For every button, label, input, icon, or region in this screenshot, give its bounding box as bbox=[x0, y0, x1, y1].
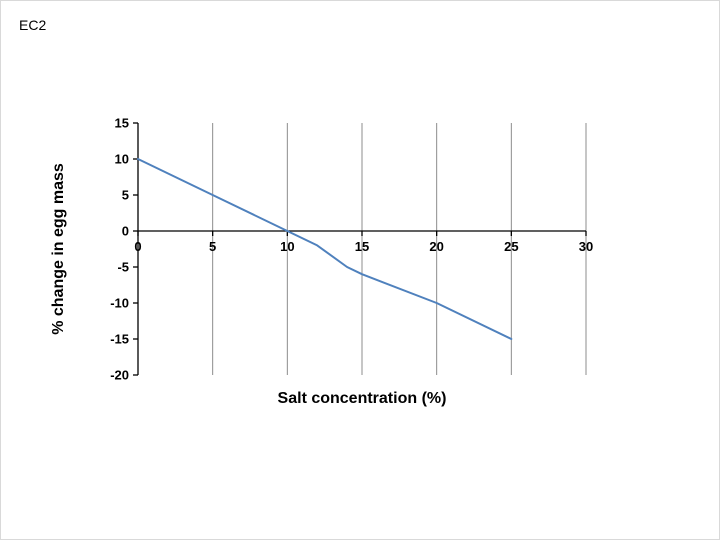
y-tick-label: 15 bbox=[115, 116, 129, 131]
y-tick-label: 5 bbox=[122, 188, 129, 203]
x-axis-title: Salt concentration (%) bbox=[278, 390, 447, 407]
y-tick-label: -15 bbox=[110, 332, 129, 347]
y-tick-label: -10 bbox=[110, 296, 129, 311]
y-tick-label: -5 bbox=[117, 260, 129, 275]
x-tick-label: 30 bbox=[579, 239, 593, 254]
x-tick-label: 10 bbox=[280, 239, 294, 254]
x-tick-label: 15 bbox=[355, 239, 369, 254]
y-tick-label: 0 bbox=[122, 224, 129, 239]
y-axis-title: % change in egg mass bbox=[50, 163, 67, 335]
x-tick-label: 25 bbox=[504, 239, 518, 254]
x-tick-label: 0 bbox=[134, 239, 141, 254]
data-series-line bbox=[137, 158, 513, 340]
x-tick-label: 20 bbox=[429, 239, 443, 254]
x-tick-label: 5 bbox=[209, 239, 216, 254]
y-tick-label: 10 bbox=[115, 152, 129, 167]
slide-label: EC2 bbox=[19, 17, 47, 33]
y-tick-label: -20 bbox=[110, 368, 129, 383]
